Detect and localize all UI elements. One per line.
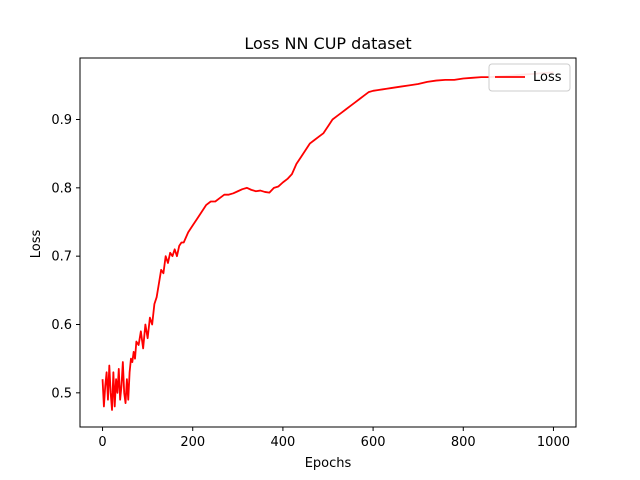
x-tick-label: 0 — [98, 435, 106, 450]
x-tick-label: 800 — [451, 435, 476, 450]
x-tick-label: 400 — [270, 435, 295, 450]
x-axis-label: Epochs — [305, 456, 352, 471]
y-tick-label: 0.9 — [51, 113, 72, 128]
x-axis-ticks: 0 200 400 600 800 1000 — [98, 427, 570, 450]
series-line-loss — [101, 71, 554, 411]
chart-title: Loss NN CUP dataset — [244, 34, 411, 53]
x-tick-label: 1000 — [537, 435, 570, 450]
legend-label-loss: Loss — [533, 70, 562, 85]
y-tick-label: 0.6 — [51, 318, 72, 333]
y-axis-label: Loss — [29, 230, 44, 259]
legend: Loss — [488, 63, 571, 92]
legend-box — [488, 63, 571, 92]
plot-frame — [79, 57, 577, 428]
x-tick-label: 200 — [180, 435, 205, 450]
plot-area — [80, 58, 576, 427]
y-tick-label: 0.7 — [51, 250, 72, 265]
y-tick-label: 0.8 — [51, 181, 72, 196]
y-axis-ticks: 0.5 0.6 0.7 0.8 0.9 — [51, 113, 80, 401]
x-tick-label: 600 — [361, 435, 386, 450]
y-tick-label: 0.5 — [51, 386, 72, 401]
